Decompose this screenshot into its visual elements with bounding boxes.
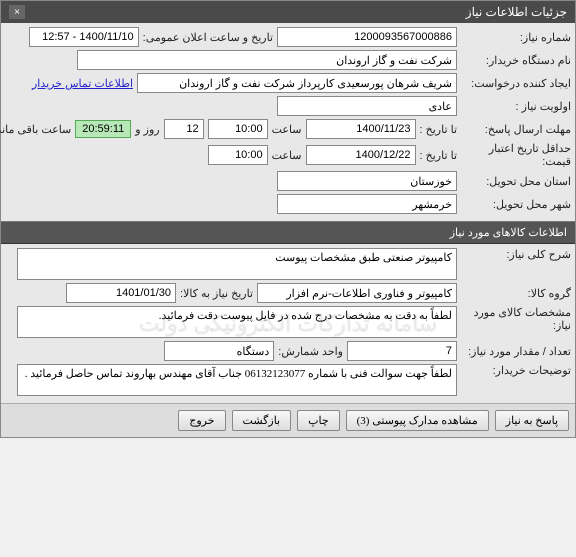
desc-label: شرح کلی نیاز: <box>461 248 571 261</box>
validity-time-field <box>208 145 268 165</box>
countdown-box: 20:59:11 <box>75 120 131 138</box>
row-province: استان محل تحویل: <box>5 171 571 191</box>
row-notes: توضیحات خریدار: <box>5 364 571 396</box>
row-buyer: نام دستگاه خریدار: <box>5 50 571 70</box>
bottom-bar: پاسخ به نیاز مشاهده مدارک پیوستی (3) چاپ… <box>1 403 575 437</box>
days-label: روز و <box>135 123 159 136</box>
desc-field <box>17 248 457 280</box>
buyer-field <box>77 50 457 70</box>
province-label: استان محل تحویل: <box>461 175 571 188</box>
deadline-time-field <box>208 119 268 139</box>
window-title: جزئیات اطلاعات نیاز <box>466 5 567 19</box>
need-number-label: شماره نیاز: <box>461 31 571 44</box>
need-number-field <box>277 27 457 47</box>
row-priority: اولویت نیاز : <box>5 96 571 116</box>
row-qty: تعداد / مقدار مورد نیاز: واحد شمارش: <box>5 341 571 361</box>
row-city: شهر محل تحویل: <box>5 194 571 214</box>
row-group: گروه کالا: تاریخ نیاز به کالا: <box>5 283 571 303</box>
to-date-label-2: تا تاریخ : <box>420 149 457 162</box>
spec-label: مشخصات کالای مورد نیاز: <box>461 306 571 332</box>
row-requester: ایجاد کننده درخواست: اطلاعات تماس خریدار <box>5 73 571 93</box>
validity-date-field <box>306 145 416 165</box>
group-label: گروه کالا: <box>461 287 571 300</box>
priority-label: اولویت نیاز : <box>461 100 571 113</box>
qty-field <box>347 341 457 361</box>
qty-label: تعداد / مقدار مورد نیاز: <box>461 345 571 358</box>
announce-field <box>29 27 139 47</box>
city-label: شهر محل تحویل: <box>461 198 571 211</box>
form-section-2: سامانه تدارکات الکترونیکی دولت شرح کلی ن… <box>1 244 575 403</box>
city-field <box>277 194 457 214</box>
attachments-button[interactable]: مشاهده مدارک پیوستی (3) <box>346 410 489 431</box>
notes-label: توضیحات خریدار: <box>461 364 571 377</box>
need-date-label: تاریخ نیاز به کالا: <box>180 287 253 300</box>
deadline-date-field <box>306 119 416 139</box>
requester-label: ایجاد کننده درخواست: <box>461 77 571 90</box>
deadline-label: مهلت ارسال پاسخ: <box>461 123 571 136</box>
titlebar: جزئیات اطلاعات نیاز × <box>1 1 575 23</box>
unit-label: واحد شمارش: <box>278 345 343 358</box>
buyer-label: نام دستگاه خریدار: <box>461 54 571 67</box>
spec-field <box>17 306 457 338</box>
group-field <box>257 283 457 303</box>
contact-link[interactable]: اطلاعات تماس خریدار <box>32 77 133 90</box>
remaining-label: ساعت باقی مانده <box>0 123 71 136</box>
section-2-header: اطلاعات کالاهای مورد نیاز <box>1 221 575 244</box>
province-field <box>277 171 457 191</box>
time-label-1: ساعت <box>272 123 302 136</box>
row-spec: مشخصات کالای مورد نیاز: <box>5 306 571 338</box>
row-validity: حداقل تاریخ اعتبار قیمت: تا تاریخ : ساعت <box>5 142 571 168</box>
respond-button[interactable]: پاسخ به نیاز <box>495 410 569 431</box>
exit-button[interactable]: خروج <box>178 410 225 431</box>
requester-field <box>137 73 457 93</box>
days-field <box>164 119 204 139</box>
back-button[interactable]: بازگشت <box>232 410 292 431</box>
row-need-number: شماره نیاز: تاریخ و ساعت اعلان عمومی: <box>5 27 571 47</box>
print-button[interactable]: چاپ <box>297 410 340 431</box>
need-date-field <box>66 283 176 303</box>
notes-field <box>17 364 457 396</box>
window: جزئیات اطلاعات نیاز × شماره نیاز: تاریخ … <box>0 0 576 438</box>
unit-field <box>164 341 274 361</box>
row-deadline: مهلت ارسال پاسخ: تا تاریخ : ساعت روز و 2… <box>5 119 571 139</box>
window-controls: × <box>9 5 25 19</box>
priority-field <box>277 96 457 116</box>
to-date-label: تا تاریخ : <box>420 123 457 136</box>
close-icon[interactable]: × <box>9 5 25 19</box>
validity-label: حداقل تاریخ اعتبار قیمت: <box>461 142 571 168</box>
form-section-1: شماره نیاز: تاریخ و ساعت اعلان عمومی: نا… <box>1 23 575 221</box>
row-desc: شرح کلی نیاز: <box>5 248 571 280</box>
time-label-2: ساعت <box>272 149 302 162</box>
announce-label: تاریخ و ساعت اعلان عمومی: <box>143 31 273 44</box>
